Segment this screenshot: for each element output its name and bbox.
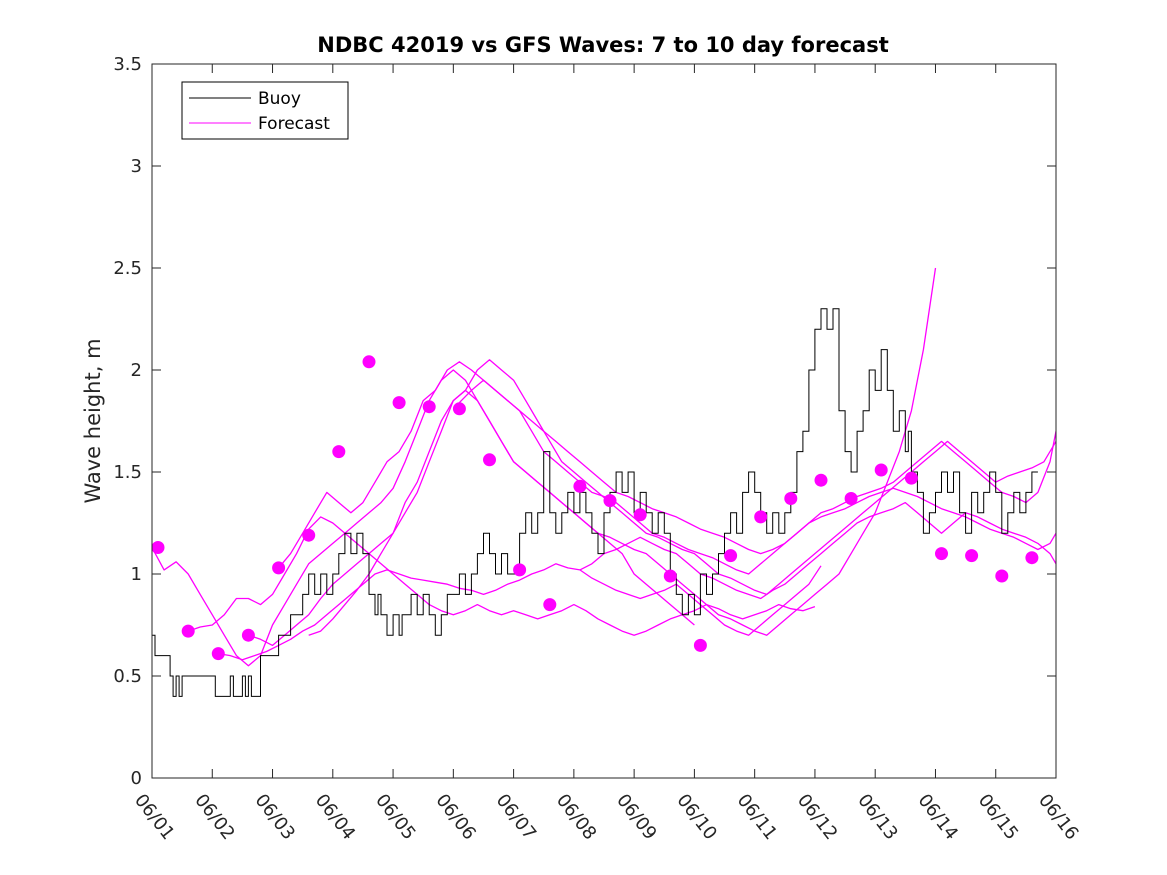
forecast-marker bbox=[452, 402, 466, 416]
forecast-marker bbox=[754, 510, 768, 524]
forecast-line bbox=[218, 563, 822, 661]
forecast-marker bbox=[724, 549, 738, 563]
plot-frame bbox=[151, 63, 1057, 779]
buoy-line bbox=[152, 308, 1038, 697]
y-tick-label: 3.5 bbox=[113, 54, 142, 75]
forecast-marker bbox=[995, 569, 1009, 583]
forecast-marker bbox=[784, 492, 798, 505]
forecast-line bbox=[579, 501, 1056, 600]
y-tick-label: 1.5 bbox=[113, 462, 142, 483]
forecast-marker bbox=[693, 638, 707, 652]
forecast-marker bbox=[392, 396, 406, 410]
y-tick-label: 2.5 bbox=[113, 258, 142, 279]
forecast-marker bbox=[1025, 551, 1039, 565]
forecast-marker bbox=[302, 528, 316, 542]
forecast-line bbox=[308, 359, 1056, 636]
legend: Buoy Forecast bbox=[181, 81, 349, 140]
forecast-marker bbox=[272, 561, 286, 575]
forecast-marker bbox=[904, 471, 918, 485]
forecast-marker bbox=[573, 479, 587, 493]
forecast-marker bbox=[543, 598, 557, 612]
forecast-marker bbox=[151, 541, 165, 554]
forecast-marker bbox=[422, 400, 436, 414]
forecast-marker bbox=[935, 547, 948, 561]
forecast-marker bbox=[965, 549, 979, 563]
forecast-marker bbox=[513, 563, 527, 577]
y-axis-label: Wave height, m bbox=[81, 338, 105, 503]
forecast-marker bbox=[633, 508, 647, 522]
forecast-marker bbox=[603, 494, 617, 508]
chart-title: NDBC 42019 vs GFS Waves: 7 to 10 day for… bbox=[317, 33, 888, 57]
y-axis-ticks: 0 0.5 1 1.5 2 2.5 3 3.5 bbox=[113, 54, 1056, 789]
forecast-marker bbox=[874, 463, 888, 477]
forecast-markers bbox=[151, 355, 1039, 661]
y-tick-label: 0 bbox=[131, 768, 142, 789]
forecast-marker bbox=[844, 492, 858, 505]
series-layer bbox=[152, 267, 1056, 697]
forecast-marker bbox=[241, 628, 255, 642]
forecast-marker bbox=[663, 569, 677, 583]
plot-area bbox=[152, 64, 1056, 778]
y-tick-label: 3 bbox=[131, 156, 142, 177]
forecast-marker bbox=[814, 473, 828, 487]
forecast-marker bbox=[181, 624, 195, 638]
legend-label-forecast: Forecast bbox=[258, 114, 330, 134]
y-tick-label: 0.5 bbox=[113, 666, 142, 687]
y-tick-label: 2 bbox=[131, 360, 142, 381]
legend-box bbox=[181, 81, 349, 140]
forecast-line bbox=[187, 516, 816, 636]
forecast-marker bbox=[332, 445, 346, 459]
y-tick-label: 1 bbox=[131, 564, 142, 585]
forecast-marker bbox=[483, 453, 496, 467]
legend-label-buoy: Buoy bbox=[258, 89, 301, 109]
forecast-marker bbox=[211, 647, 225, 661]
forecast-marker bbox=[362, 355, 376, 369]
